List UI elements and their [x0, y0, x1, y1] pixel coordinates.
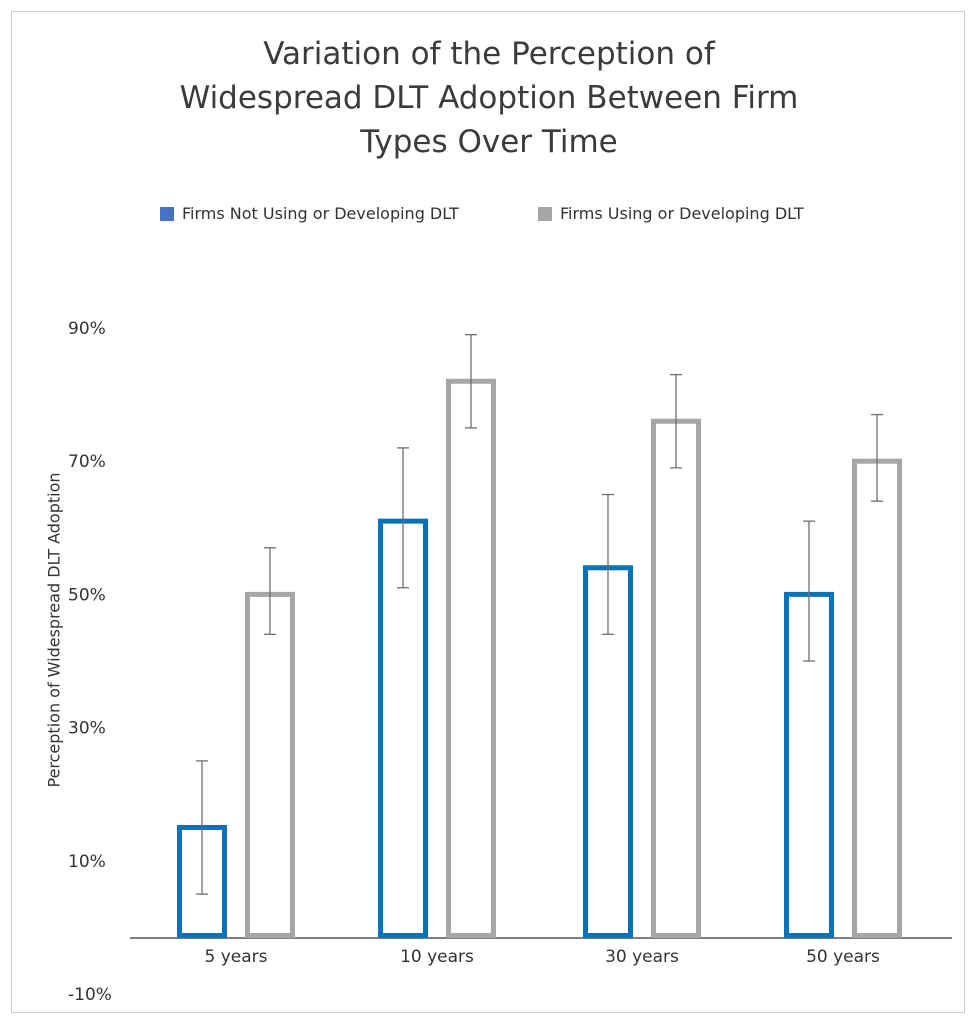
legend-item-not-using: Firms Not Using or Developing DLT: [160, 204, 459, 223]
x-tick-label: 10 years: [400, 947, 474, 967]
bar: [245, 591, 295, 939]
chart-frame: [11, 11, 965, 1013]
y-tick-label: 30%: [68, 719, 106, 739]
legend-item-using: Firms Using or Developing DLT: [538, 204, 804, 223]
y-tick-label: 10%: [68, 852, 106, 872]
y-tick-label: 50%: [68, 585, 106, 605]
x-tick-label: 5 years: [204, 947, 267, 967]
y-tick-label: -10%: [68, 985, 112, 1005]
bar: [852, 458, 902, 938]
chart-title-line-3: Types Over Time: [360, 124, 618, 160]
chart-title-line-1: Variation of the Perception of: [263, 36, 715, 72]
legend-swatch-not-using: [160, 206, 174, 221]
legend-swatch-using: [538, 206, 552, 221]
y-tick-label: 90%: [68, 319, 106, 339]
chart-title: Variation of the Perception of Widesprea…: [0, 32, 978, 164]
legend-label-using: Firms Using or Developing DLT: [560, 204, 804, 223]
bar: [651, 418, 701, 938]
bar: [446, 378, 496, 938]
y-tick-label: 70%: [68, 452, 106, 472]
legend-label-not-using: Firms Not Using or Developing DLT: [182, 204, 459, 223]
chart-title-line-2: Widespread DLT Adoption Between Firm: [179, 80, 799, 116]
x-tick-label: 50 years: [806, 947, 880, 967]
x-tick-label: 30 years: [605, 947, 679, 967]
